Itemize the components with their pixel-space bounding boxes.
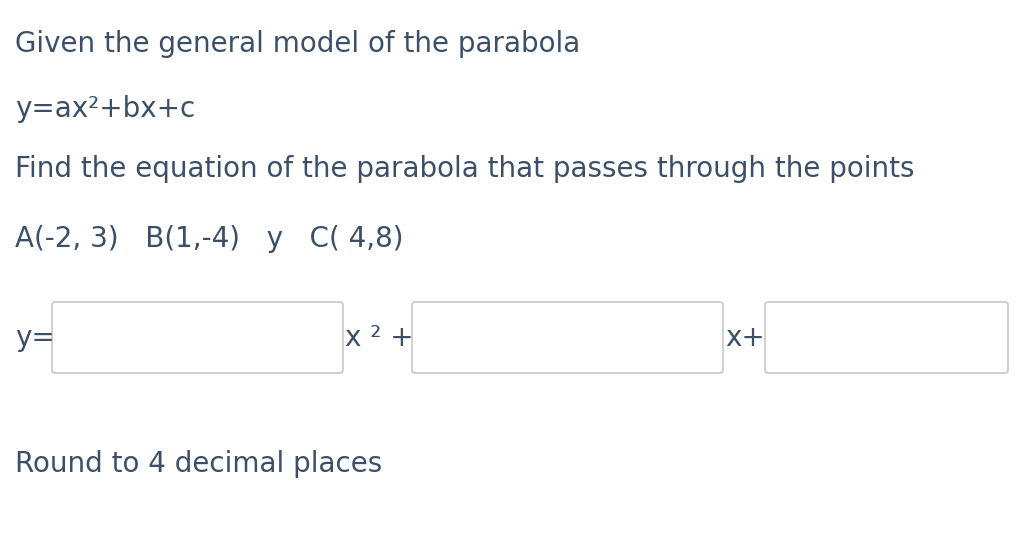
Text: y=: y= [15,323,55,351]
Text: Find the equation of the parabola that passes through the points: Find the equation of the parabola that p… [15,155,914,183]
Text: Round to 4 decimal places: Round to 4 decimal places [15,450,382,478]
Text: y=ax²+bx+c: y=ax²+bx+c [15,95,195,123]
FancyBboxPatch shape [412,302,722,373]
Text: x+: x+ [725,323,764,351]
Text: x ² +: x ² + [344,323,414,351]
FancyBboxPatch shape [52,302,342,373]
Text: Given the general model of the parabola: Given the general model of the parabola [15,30,580,58]
Text: A(-2, 3)   B(1,-4)   y   C( 4,8): A(-2, 3) B(1,-4) y C( 4,8) [15,225,404,253]
FancyBboxPatch shape [764,302,1007,373]
